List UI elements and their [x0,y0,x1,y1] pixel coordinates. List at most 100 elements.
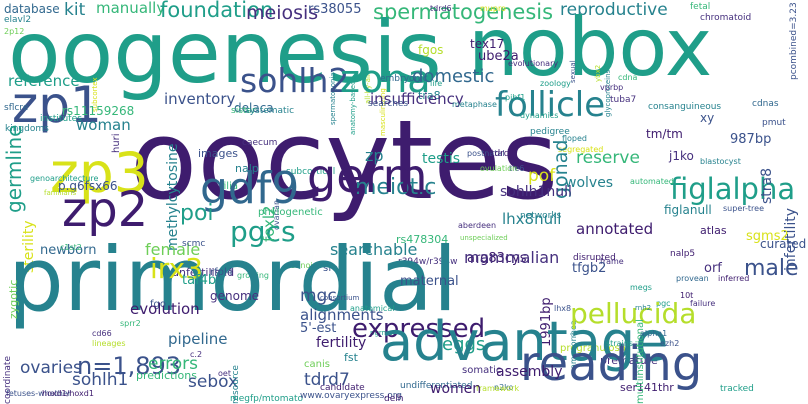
cloud-word: networks [520,211,562,221]
cloud-word: expressed [352,314,486,344]
cloud-word: gdf9 [200,163,300,214]
cloud-word: tdrd7 [304,370,350,390]
cloud-word: dynamics [520,111,559,120]
cloud-word: ser141thr [620,381,674,394]
cloud-word: metaphase [452,100,497,109]
cloud-word: ybx2 [594,64,602,82]
cloud-word: pof [528,166,556,186]
cloud-word: delaca [234,101,274,115]
cloud-word: evolution [130,300,200,318]
cloud-word: sohlh1 [72,370,129,390]
cloud-word: pgrmc1 [370,329,397,337]
cloud-word: maternal [400,274,459,289]
cloud-word: megs [630,283,652,292]
cloud-word: institutes [40,114,82,124]
cloud-word: atlas [700,224,727,237]
cloud-word: ezh2 [660,339,680,348]
cloud-word: ube2a [478,49,519,64]
cloud-word: p.g6fsx66 [58,179,118,193]
cloud-word: tfgb2 [572,261,607,276]
cloud-word: rs38055 [308,2,362,17]
cloud-word: mammalian [464,248,560,267]
cloud-word: ovaries [20,358,82,378]
cloud-word: failure [690,299,716,308]
cloud-word: tdrd1 [491,149,516,159]
cloud-word: pgc [656,299,671,308]
cloud-word: consortium [320,294,360,302]
cloud-word: lhx8 [554,304,572,313]
cloud-word: figlanull [664,203,712,217]
cloud-word: fgo [150,299,166,310]
cloud-word: searchable [330,240,418,259]
cloud-word: pmut [762,118,786,128]
cloud-word: tuba7 [610,95,637,105]
cloud-word: oogenesis [8,3,442,103]
cloud-word: r394w/r394w [398,257,458,267]
cloud-word: premature [600,354,658,367]
cloud-word: kingdoms [5,124,49,134]
cloud-word: tle6 [509,164,525,173]
cloud-word: wolves [565,175,614,191]
cloud-word: 5'-est [300,321,337,336]
cloud-word: database [4,2,60,16]
cloud-word: zp [365,146,384,165]
cloud-word: j1ko [669,149,694,163]
cloud-word: framework [476,384,520,393]
cloud-word: women [430,381,482,397]
cloud-word: primordial [8,228,458,331]
cloud-word: nalp5 [670,249,696,259]
cloud-word: cdna [618,73,638,82]
cloud-word: undifferentiated [400,381,473,391]
cloud-word: arg83cys [467,251,527,266]
cloud-word: sexual [569,60,577,83]
cloud-word: mgc [300,286,337,306]
cloud-word: aberdeen [458,221,497,230]
cloud-word: disrupted [573,253,616,263]
cloud-word: fertility [316,335,367,351]
cloud-word: predictions [136,369,197,382]
cloud-word: frame [600,257,624,266]
cloud-word: pcombined=3.23 [789,2,799,80]
cloud-word: searches [368,99,409,109]
cloud-word: sflcre [4,103,29,113]
cloud-word: 2p12 [4,27,25,36]
cloud-word: errors [148,354,199,374]
cloud-word: c.2 [190,350,203,359]
cloud-word: 987bp [730,132,772,147]
cloud-word: poi [180,201,214,226]
cloud-word: sgms2 [746,229,789,244]
cloud-word: fetal [690,2,711,12]
cloud-word: www.ovaryexpress.org [300,391,402,401]
cloud-word: n=1,893 [77,352,182,380]
cloud-word: postnatal [467,149,505,158]
cloud-word: advantage [380,310,669,373]
cloud-word: zp2 [62,182,149,238]
cloud-word: somatic [462,365,502,376]
cloud-word: consanguineous [648,102,722,112]
cloud-word: unfertilised [172,266,235,279]
cloud-word: tracked [720,384,754,394]
cloud-word: alignments [300,306,384,324]
cloud-word: female [145,240,201,259]
cloud-word: n2ko [494,383,514,392]
cloud-word: foundation [160,0,274,22]
cloud-word: meiotic [355,175,437,200]
cloud-word: inferred [718,274,750,283]
cloud-word: unspecialized [460,234,508,242]
cloud-word: pregranulosa [560,343,626,354]
cloud-word: fst [344,351,358,364]
cloud-word: manually [96,0,166,17]
cloud-word: filia [220,181,238,192]
cloud-word: testis [422,151,461,167]
cloud-word: familiaris [44,189,77,197]
cloud-word: annotated [576,220,654,238]
cloud-word: tm/tm [646,127,683,141]
cloud-word: coordinate [3,355,13,404]
cloud-word: newborn [40,243,97,258]
cloud-word: zp1 [12,76,102,134]
cloud-word: pellucida [570,297,697,330]
cloud-word: segregated [558,145,604,154]
cloud-word: elavl2 [4,15,32,25]
cloud-word: life [430,79,443,88]
cloud-word: 10t [680,291,694,300]
